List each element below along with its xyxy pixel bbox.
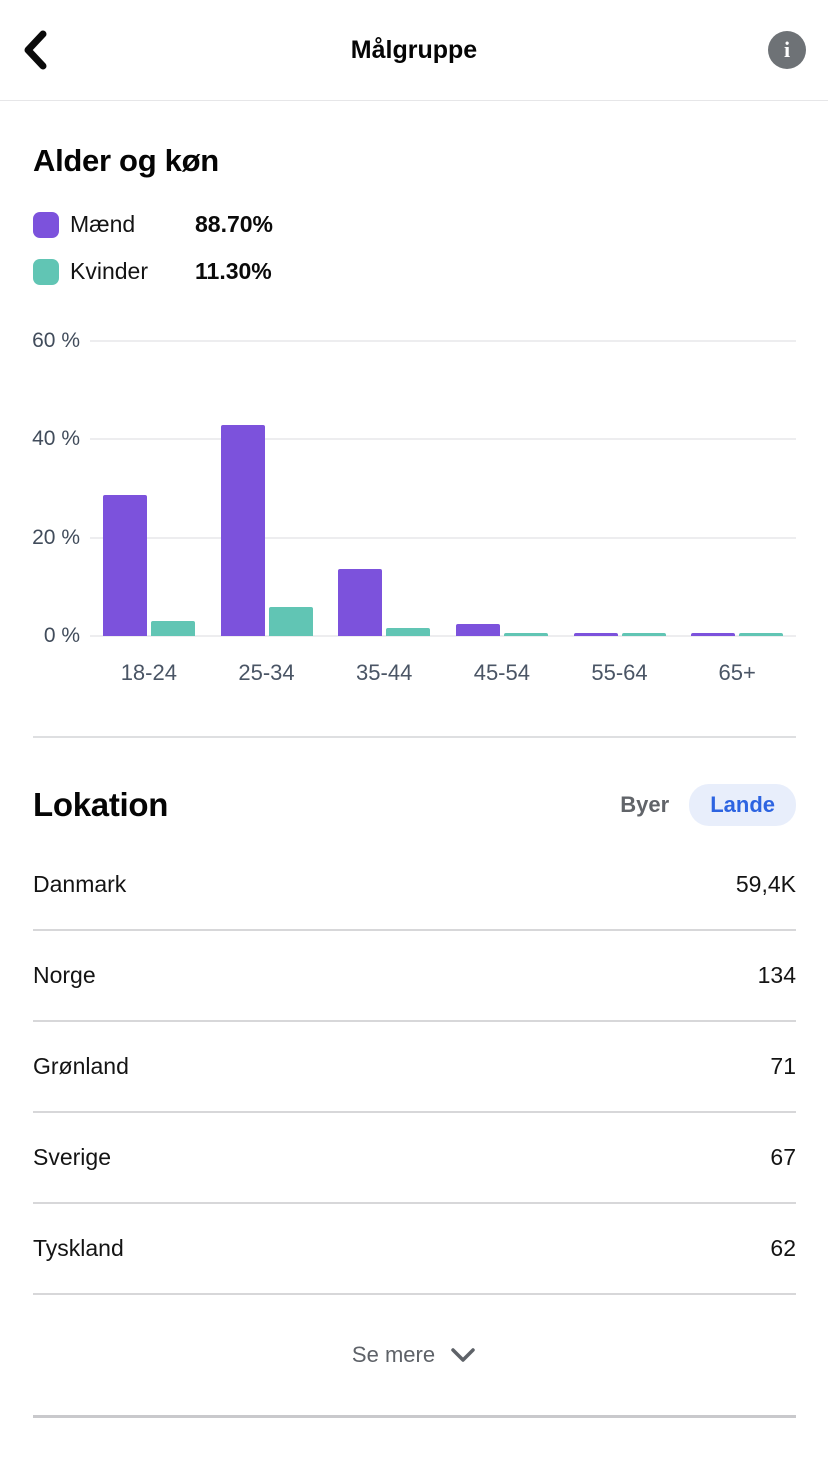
bar-group-65+	[678, 633, 796, 636]
location-header: Lokation Byer Lande	[33, 784, 796, 826]
bottom-divider	[33, 1415, 796, 1418]
gridline-40	[90, 438, 796, 441]
bar-group-25-34	[208, 425, 326, 636]
x-tick-label-55-64: 55-64	[591, 660, 648, 685]
bar-kvinder-18-24	[150, 621, 195, 636]
location-name: Sverige	[33, 1144, 111, 1170]
chevron-down-icon	[451, 1348, 475, 1362]
legend-value: 88.70%	[195, 211, 274, 237]
see-more-label: Se mere	[351, 1342, 436, 1367]
location-row-tyskland: Tyskland 62	[33, 1204, 796, 1295]
y-tick-label: 0 %	[43, 624, 80, 647]
bar-kvinder-25-34	[268, 607, 313, 636]
location-toggle: Byer Lande	[614, 784, 796, 826]
bar-mænd-25-34	[220, 425, 265, 636]
legend-row-kvinder: Kvinder 11.30%	[33, 258, 796, 285]
legend-swatch	[33, 211, 59, 238]
toggle-lande[interactable]: Lande	[689, 784, 796, 826]
gridline-60	[90, 340, 796, 342]
location-name: Tyskland	[33, 1235, 124, 1261]
bar-kvinder-45-54	[503, 633, 548, 636]
location-value: 134	[757, 962, 796, 988]
bar-group-55-64	[561, 633, 679, 636]
location-list: Danmark 59,4K Norge 134 Grønland 71 Sverige 67 T…	[0, 840, 828, 1295]
x-tick-label-35-44: 35-44	[356, 660, 413, 685]
see-more-button[interactable]: Se mere	[0, 1295, 828, 1415]
gridline-0	[90, 635, 796, 637]
bar-mænd-45-54	[455, 624, 500, 636]
location-row-grønland: Grønland 71	[33, 1022, 796, 1113]
x-tick-label-25-34: 25-34	[238, 660, 295, 685]
bar-kvinder-55-64	[621, 633, 666, 636]
toggle-byer[interactable]: Byer	[620, 792, 670, 817]
location-name: Grønland	[33, 1053, 129, 1079]
y-tick-label: 40 %	[32, 427, 80, 451]
chart-plot: 0 % 20 % 40 % 60 %	[32, 329, 796, 647]
age-gender-section: Alder og køn Mænd 88.70% Kvinder 11.30%	[0, 101, 828, 285]
age-gender-chart: 0 % 20 % 40 % 60 % 18-24 25-34 35-44 45-54 55-6…	[0, 307, 828, 686]
chevron-left-icon	[24, 30, 47, 70]
info-icon[interactable]: i	[768, 31, 806, 69]
age-gender-title: Alder og køn	[33, 143, 219, 178]
bar-group-35-44	[325, 569, 443, 636]
location-row-danmark: Danmark 59,4K	[33, 840, 796, 931]
bar-mænd-65+	[691, 633, 736, 636]
legend-row-mænd: Mænd 88.70%	[33, 211, 796, 238]
location-value: 59,4K	[735, 871, 796, 897]
x-tick-label-65+: 65+	[718, 660, 756, 685]
bar-group-45-54	[443, 624, 561, 636]
y-tick-label: 60 %	[32, 329, 80, 352]
location-value: 67	[770, 1144, 796, 1170]
bar-kvinder-65+	[739, 633, 784, 636]
back-button[interactable]	[22, 26, 70, 74]
bar-mænd-55-64	[573, 633, 618, 636]
location-name: Norge	[33, 962, 96, 988]
legend-label: Mænd	[70, 211, 136, 237]
location-row-sverige: Sverige 67	[33, 1113, 796, 1204]
section-divider	[33, 736, 796, 738]
bar-mænd-35-44	[338, 569, 383, 636]
page-title: Målgruppe	[350, 35, 478, 64]
legend-swatch	[33, 258, 59, 285]
bar-group-18-24	[90, 495, 208, 636]
legend-value: 11.30%	[195, 258, 272, 284]
x-tick-label-18-24: 18-24	[120, 660, 177, 685]
gridline-20	[90, 536, 796, 539]
location-title: Lokation	[33, 786, 169, 823]
gender-legend: Mænd 88.70% Kvinder 11.30%	[33, 211, 796, 285]
location-row-norge: Norge 134	[33, 931, 796, 1022]
bar-mænd-18-24	[102, 495, 147, 636]
x-tick-label-45-54: 45-54	[473, 660, 530, 685]
y-tick-label: 20 %	[32, 525, 80, 549]
location-value: 62	[770, 1235, 796, 1261]
location-value: 71	[770, 1053, 796, 1079]
chart-x-axis: 18-24 25-34 35-44 45-54 55-64 65+	[90, 660, 796, 686]
location-name: Danmark	[33, 871, 127, 897]
bar-groups	[90, 341, 796, 636]
bar-kvinder-35-44	[386, 627, 431, 636]
header: Målgruppe i	[0, 0, 828, 101]
legend-label: Kvinder	[70, 258, 148, 284]
